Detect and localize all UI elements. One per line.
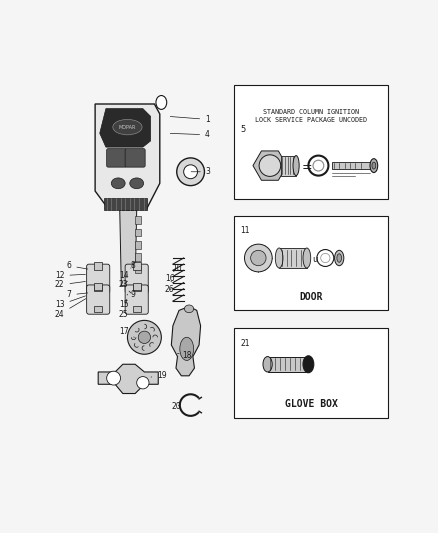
Ellipse shape bbox=[111, 178, 125, 189]
Text: 1: 1 bbox=[170, 115, 210, 124]
Bar bbox=[94, 282, 102, 290]
Polygon shape bbox=[98, 364, 158, 393]
Text: 10: 10 bbox=[173, 263, 182, 272]
Text: 6: 6 bbox=[67, 261, 88, 270]
Text: 11: 11 bbox=[240, 227, 250, 236]
Bar bbox=[94, 262, 102, 270]
Bar bbox=[135, 265, 141, 273]
Ellipse shape bbox=[180, 337, 194, 360]
Text: 3: 3 bbox=[191, 167, 211, 176]
Bar bbox=[133, 306, 141, 312]
Ellipse shape bbox=[293, 156, 299, 175]
FancyBboxPatch shape bbox=[125, 285, 148, 314]
Circle shape bbox=[251, 251, 266, 265]
FancyBboxPatch shape bbox=[87, 264, 110, 294]
Text: 26: 26 bbox=[165, 285, 175, 294]
Bar bbox=[94, 285, 102, 291]
Text: 20: 20 bbox=[171, 402, 181, 411]
Bar bbox=[234, 328, 389, 418]
Polygon shape bbox=[100, 109, 151, 147]
Circle shape bbox=[107, 371, 120, 385]
Bar bbox=[104, 198, 147, 210]
Text: 9: 9 bbox=[129, 290, 135, 300]
Text: =: = bbox=[301, 161, 312, 174]
Bar bbox=[268, 357, 307, 372]
Circle shape bbox=[127, 320, 161, 354]
Bar bbox=[135, 216, 141, 224]
Text: 24: 24 bbox=[55, 298, 86, 319]
Text: 23: 23 bbox=[119, 280, 128, 289]
Circle shape bbox=[317, 249, 334, 266]
Polygon shape bbox=[253, 151, 287, 180]
Text: 16: 16 bbox=[165, 274, 175, 284]
Bar bbox=[279, 248, 307, 268]
Bar bbox=[135, 253, 141, 261]
Bar bbox=[133, 262, 141, 270]
Text: 14: 14 bbox=[119, 271, 128, 280]
Ellipse shape bbox=[276, 248, 283, 268]
Bar bbox=[332, 161, 370, 169]
Ellipse shape bbox=[113, 119, 142, 135]
FancyBboxPatch shape bbox=[87, 285, 110, 314]
Polygon shape bbox=[95, 104, 160, 209]
Text: 15: 15 bbox=[119, 294, 128, 310]
Text: 19: 19 bbox=[151, 372, 167, 381]
Text: MOPAR: MOPAR bbox=[119, 125, 136, 130]
Text: 18: 18 bbox=[177, 351, 191, 360]
Text: 5: 5 bbox=[240, 125, 246, 134]
Text: 21: 21 bbox=[240, 339, 250, 348]
Ellipse shape bbox=[130, 178, 144, 189]
Ellipse shape bbox=[337, 254, 342, 262]
Circle shape bbox=[321, 253, 330, 263]
Text: 17: 17 bbox=[119, 327, 134, 337]
Text: DOOR: DOOR bbox=[300, 292, 323, 302]
Ellipse shape bbox=[370, 159, 378, 173]
Circle shape bbox=[308, 156, 328, 175]
Polygon shape bbox=[171, 306, 201, 376]
Bar bbox=[135, 241, 141, 249]
Text: 7: 7 bbox=[67, 290, 88, 300]
FancyBboxPatch shape bbox=[125, 149, 145, 167]
Ellipse shape bbox=[372, 162, 376, 169]
Bar bbox=[234, 85, 389, 199]
Bar bbox=[133, 285, 141, 291]
Ellipse shape bbox=[156, 95, 167, 109]
Text: 12: 12 bbox=[55, 271, 85, 280]
Bar bbox=[133, 282, 141, 290]
Text: 25: 25 bbox=[119, 299, 128, 319]
Text: GLOVE BOX: GLOVE BOX bbox=[285, 399, 338, 409]
Ellipse shape bbox=[184, 305, 194, 313]
Ellipse shape bbox=[303, 248, 311, 268]
Text: u: u bbox=[312, 255, 317, 264]
Ellipse shape bbox=[335, 251, 344, 265]
Polygon shape bbox=[120, 210, 137, 286]
Circle shape bbox=[244, 244, 272, 272]
Text: 8: 8 bbox=[131, 261, 135, 270]
FancyBboxPatch shape bbox=[125, 264, 148, 294]
FancyBboxPatch shape bbox=[107, 149, 127, 167]
Ellipse shape bbox=[303, 356, 314, 373]
Ellipse shape bbox=[263, 357, 272, 372]
Circle shape bbox=[184, 165, 198, 179]
Text: STANDARD COLUMN IGNITION
LOCK SERVICE PACKAGE UNCODED: STANDARD COLUMN IGNITION LOCK SERVICE PA… bbox=[255, 109, 367, 124]
Bar bbox=[281, 156, 296, 175]
Circle shape bbox=[137, 377, 149, 389]
Circle shape bbox=[313, 160, 324, 171]
Circle shape bbox=[177, 158, 205, 185]
Text: 13: 13 bbox=[55, 296, 85, 310]
Bar bbox=[234, 216, 389, 310]
Circle shape bbox=[138, 331, 151, 343]
Text: 4: 4 bbox=[170, 130, 210, 139]
Bar bbox=[94, 306, 102, 312]
Bar bbox=[135, 229, 141, 237]
Text: 22: 22 bbox=[55, 280, 85, 289]
Circle shape bbox=[259, 155, 281, 176]
